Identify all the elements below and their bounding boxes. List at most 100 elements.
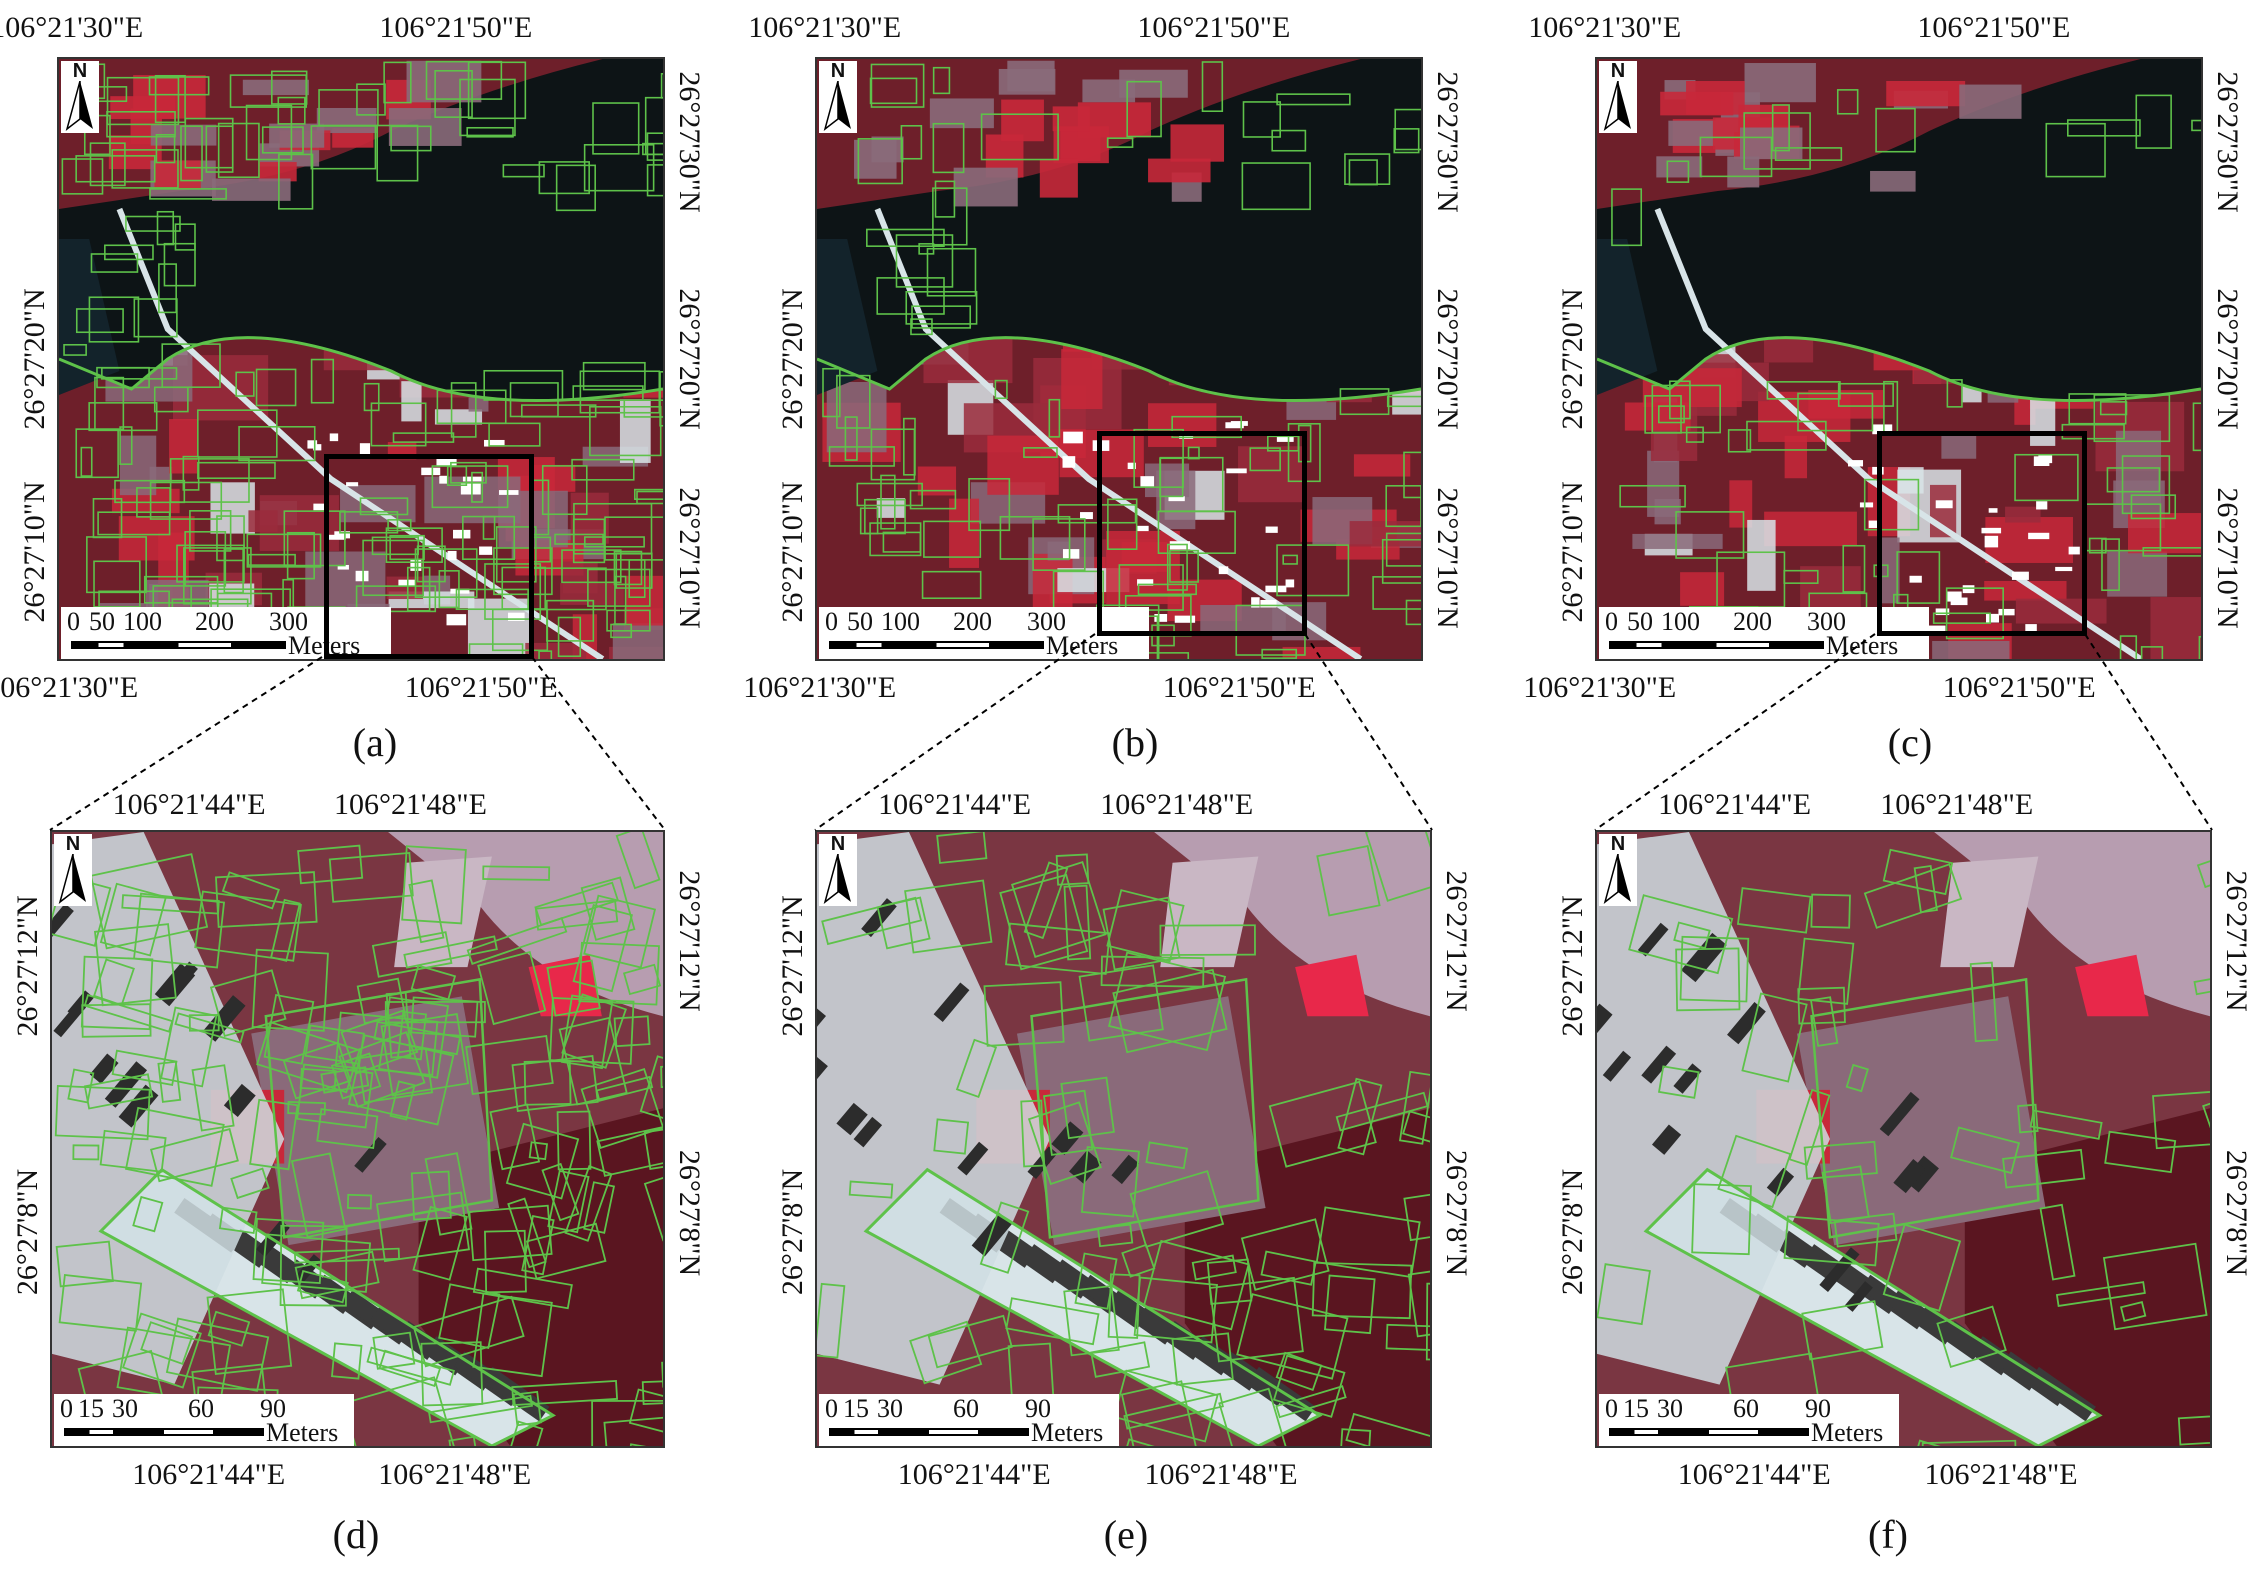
- segment-outline: [149, 481, 223, 520]
- segment-outline: [1741, 992, 1808, 1083]
- patterned-field: [1160, 856, 1259, 968]
- segment-outline: [279, 1224, 348, 1307]
- segment-outline: [1249, 447, 1281, 472]
- segment-outline: [477, 950, 547, 1026]
- segment-outline: [1080, 1146, 1140, 1218]
- building-shadow: [933, 982, 970, 1022]
- segment-outline: [1063, 884, 1092, 961]
- building: [446, 614, 467, 626]
- segment-outline: [1107, 951, 1227, 1052]
- segment-outline: [1675, 511, 1745, 559]
- segment-outline: [140, 1321, 194, 1365]
- segment-outline: [83, 994, 174, 1033]
- building-shadow: [171, 961, 198, 990]
- field-segment: [1030, 977, 1260, 1239]
- segment-outline: [994, 379, 1008, 400]
- segment-outline: [188, 1014, 220, 1032]
- segment-outline: [412, 1205, 468, 1281]
- segment-outline: [2191, 119, 2201, 132]
- segment-outline: [1385, 1323, 1430, 1353]
- segment-outline: [88, 296, 140, 343]
- building: [1080, 512, 1093, 520]
- right-latitude-label: 26°27'30"N: [2211, 70, 2244, 213]
- segment-outline: [2202, 1085, 2210, 1134]
- segment-outline: [1157, 510, 1236, 554]
- segment-outline: [1657, 405, 1685, 424]
- segment-outline: [416, 545, 446, 583]
- segment-outline: [1842, 544, 1866, 593]
- segment-outline: [968, 478, 1011, 532]
- segment-outline: [541, 1162, 580, 1222]
- segment-outline: [466, 917, 568, 965]
- road: [116, 207, 605, 659]
- land-parcel: [1808, 390, 1884, 419]
- segment-outline: [900, 125, 923, 160]
- segment-outline: [468, 643, 524, 659]
- segment-outline: [909, 489, 957, 510]
- segment-outline: [2101, 538, 2120, 592]
- building: [1285, 579, 1295, 588]
- segment-outline: [101, 367, 178, 380]
- building-shadow: [817, 1007, 827, 1041]
- segment-outline: [1666, 160, 1690, 183]
- building: [1226, 468, 1247, 474]
- segment-outline: [1315, 1206, 1421, 1279]
- segment-outline: [1187, 446, 1200, 460]
- segment-outline: [133, 892, 226, 969]
- segment-outline: [1803, 1140, 1878, 1180]
- north-shore-parcel: [1870, 170, 1916, 192]
- segment-outline: [290, 1152, 347, 1239]
- segment-outline: [641, 1379, 663, 1405]
- segment-outline: [2196, 848, 2210, 889]
- segment-outline: [904, 879, 993, 954]
- segment-outline: [111, 1049, 178, 1086]
- segment-outline: [1736, 887, 1812, 934]
- segment-outline: [484, 563, 542, 620]
- segment-outline: [1863, 478, 1920, 531]
- segment-outline: [1863, 863, 1963, 929]
- land-parcel: [1877, 537, 1900, 604]
- right-latitude-label: 26°27'20"N: [1431, 288, 1464, 430]
- left-latitude-label: 26°27'10"N: [18, 481, 51, 623]
- segment-outline: [660, 72, 663, 99]
- mauve-field: [251, 996, 500, 1246]
- patterned-field: [1940, 856, 2039, 968]
- map-image: N 0 50 100 200 300 Meters: [815, 57, 1423, 661]
- building: [398, 579, 416, 586]
- segment-outline: [580, 876, 636, 941]
- top-longitude-label: 106°21'48"E: [334, 788, 487, 821]
- segment-outline: [595, 1075, 654, 1102]
- building: [508, 612, 525, 621]
- segment-outline: [869, 522, 922, 557]
- segment-outline: [484, 1229, 527, 1294]
- segment-outline: [106, 110, 176, 138]
- north-shore-parcel: [316, 107, 377, 134]
- north-letter: N: [1610, 833, 1626, 855]
- segment-outline: [1405, 599, 1421, 626]
- segment-outline: [547, 1169, 590, 1234]
- segment-outline: [1275, 1385, 1347, 1419]
- segment-outline: [955, 1038, 998, 1099]
- building: [2068, 546, 2080, 555]
- segment-outline: [99, 1129, 167, 1173]
- north-letter: N: [65, 833, 81, 855]
- bottom-longitude-label: 106°21'44"E: [1677, 1458, 1831, 1491]
- segment-outline: [297, 844, 364, 885]
- mauve-field: [1796, 996, 2046, 1246]
- north-shore-parcel: [212, 178, 291, 201]
- land-parcel: [1941, 435, 1977, 459]
- segment-outline: [1123, 1392, 1224, 1430]
- left-latitude-label: 26°27'10"N: [776, 481, 809, 623]
- map-image: N 0 50 100 200 300 Meters: [57, 57, 665, 661]
- segment-outline: [578, 941, 660, 1006]
- segment-outline: [385, 527, 443, 563]
- bottom-longitude-label: 106°21'48"E: [378, 1458, 532, 1491]
- top-longitude-label: 106°21'30"E: [0, 11, 144, 44]
- segment-outline: [1644, 395, 1682, 434]
- segment-outline: [580, 1068, 663, 1150]
- segment-outline: [380, 1013, 470, 1097]
- segment-outline: [613, 1015, 651, 1048]
- segment-outline: [247, 553, 296, 566]
- top-longitude-label: 106°21'50"E: [1137, 11, 1291, 44]
- satellite-segmentation-svg: [817, 832, 1430, 1446]
